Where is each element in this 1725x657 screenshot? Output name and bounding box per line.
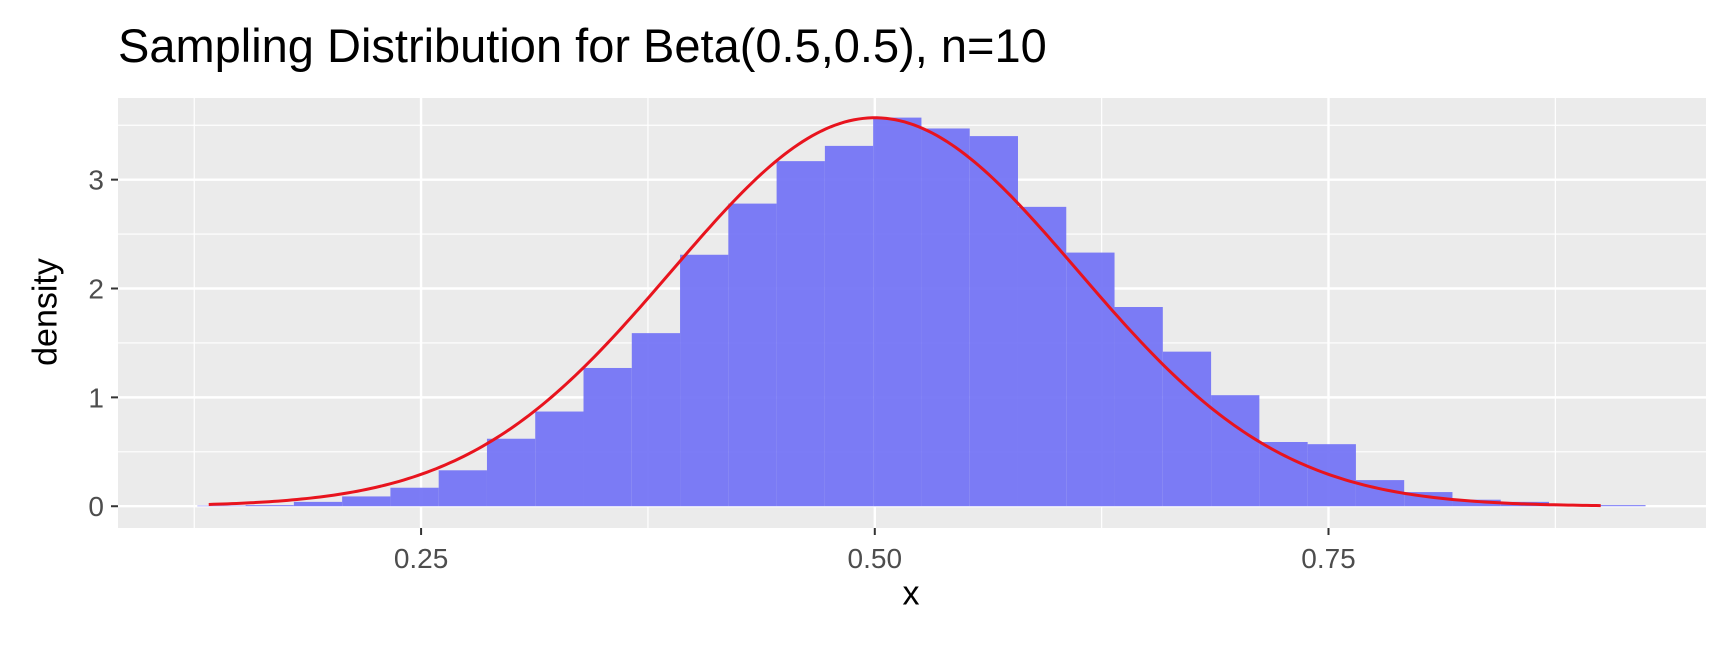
density-curve: [208, 116, 1601, 508]
histogram-bar: [631, 333, 681, 507]
histogram-bar: [1452, 499, 1501, 507]
histogram-bar: [342, 496, 391, 507]
x-axis-label: x: [902, 574, 920, 613]
y-tick-label: 1: [88, 382, 104, 413]
x-tick-label: 0.75: [1301, 543, 1356, 574]
histogram-bar: [245, 505, 294, 507]
x-tick-label: 0.50: [848, 543, 903, 574]
y-tick-label: 2: [88, 274, 104, 305]
histogram-bar: [776, 161, 825, 507]
histogram-bar: [824, 145, 874, 507]
y-tick-label: 3: [88, 165, 104, 196]
histogram-bar: [197, 505, 246, 507]
histogram-bar: [486, 438, 536, 507]
histogram-bar: [921, 128, 970, 507]
histogram-bar: [873, 117, 922, 507]
histogram-bar: [1114, 307, 1163, 507]
x-tick-label: 0.25: [394, 543, 449, 574]
histogram-bar: [438, 470, 487, 507]
histogram-bar: [1066, 252, 1115, 507]
histogram-bar: [1597, 505, 1646, 507]
histogram-bar: [535, 411, 584, 507]
histogram-bar: [680, 254, 729, 507]
histogram-bar: [293, 501, 343, 507]
histogram-bar: [969, 136, 1018, 507]
histogram-bar: [583, 367, 632, 507]
y-tick-label: 0: [88, 491, 104, 522]
histogram-bar: [1017, 206, 1067, 507]
histogram-bar: [1259, 442, 1308, 507]
histogram-bar: [390, 487, 439, 507]
chart-title: Sampling Distribution for Beta(0.5,0.5),…: [118, 19, 1047, 72]
histogram-bar: [1162, 351, 1212, 507]
histogram-bar: [728, 203, 777, 507]
